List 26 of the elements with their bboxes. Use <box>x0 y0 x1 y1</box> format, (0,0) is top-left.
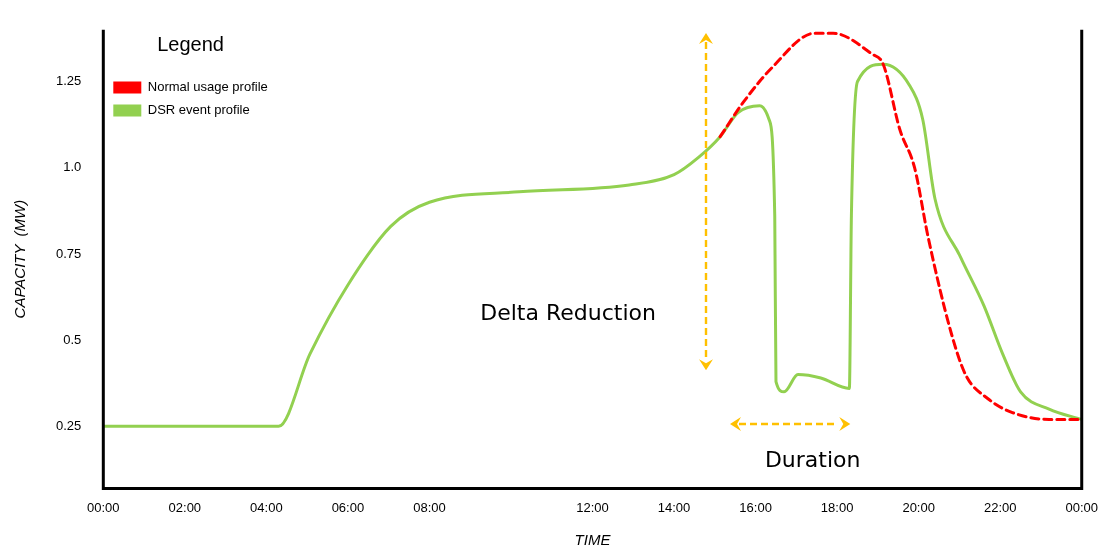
line-series <box>103 62 1082 428</box>
x-tick-label: 04:00 <box>250 499 283 515</box>
x-tick-label: 06:00 <box>331 499 365 515</box>
y-axis-title: CAPACITY (MW) <box>11 199 29 319</box>
legend-title: Legend <box>157 32 224 55</box>
x-axis-title: TIME <box>574 531 612 549</box>
x-tick-label: 08:00 <box>413 499 446 515</box>
x-tick-label: 12:00 <box>576 499 609 515</box>
legend-label: Normal usage profile <box>147 79 268 95</box>
x-tick-label: 20:00 <box>902 499 935 515</box>
y-tick-label: 0.25 <box>55 417 82 433</box>
x-tick-label: 00:00 <box>87 499 120 515</box>
x-tick-label: 02:00 <box>168 499 202 515</box>
y-tick-label: 0.5 <box>63 331 82 347</box>
x-tick-label: 14:00 <box>657 499 691 515</box>
x-tick-label: 18:00 <box>820 499 854 515</box>
x-tick-label: 22:00 <box>983 499 1017 515</box>
x-tick-label: 16:00 <box>739 499 772 515</box>
line-series <box>718 31 1082 421</box>
legend-label: DSR event profile <box>147 102 250 118</box>
y-tick-label: 0.75 <box>55 245 82 261</box>
x-tick-label: 00:00 <box>1065 499 1099 515</box>
annotation: Duration <box>764 446 861 472</box>
annotation: Delta Reduction <box>480 299 656 325</box>
y-tick-label: 1.25 <box>55 73 82 89</box>
y-tick-label: 1.0 <box>63 159 82 175</box>
